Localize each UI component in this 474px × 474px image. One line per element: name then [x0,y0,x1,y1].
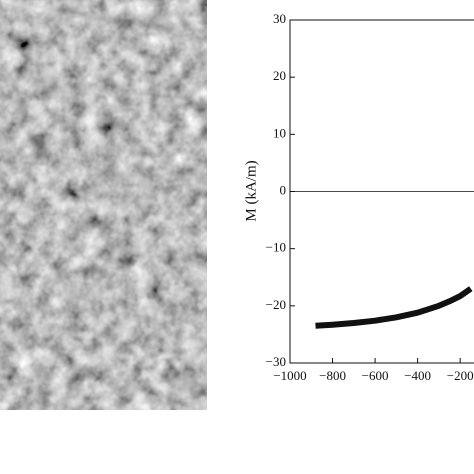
x-tick-label: −600 [362,368,389,383]
y-tick-label: 0 [280,182,287,197]
y-tick-label: −20 [266,297,286,312]
y-axis-label: M (kA/m) [243,160,259,221]
y-tick-label: 30 [273,11,286,26]
x-tick-label: −1000 [273,368,306,383]
y-tick-label: 10 [273,125,286,140]
x-tick-label: −800 [319,368,346,383]
y-tick-label: −10 [266,240,286,255]
x-tick-label: −200 [447,368,474,383]
x-tick-label: −400 [404,368,431,383]
y-tick-label: −30 [266,354,286,369]
micrograph [0,0,207,410]
y-tick-label: 20 [273,68,286,83]
data-line [315,286,473,329]
